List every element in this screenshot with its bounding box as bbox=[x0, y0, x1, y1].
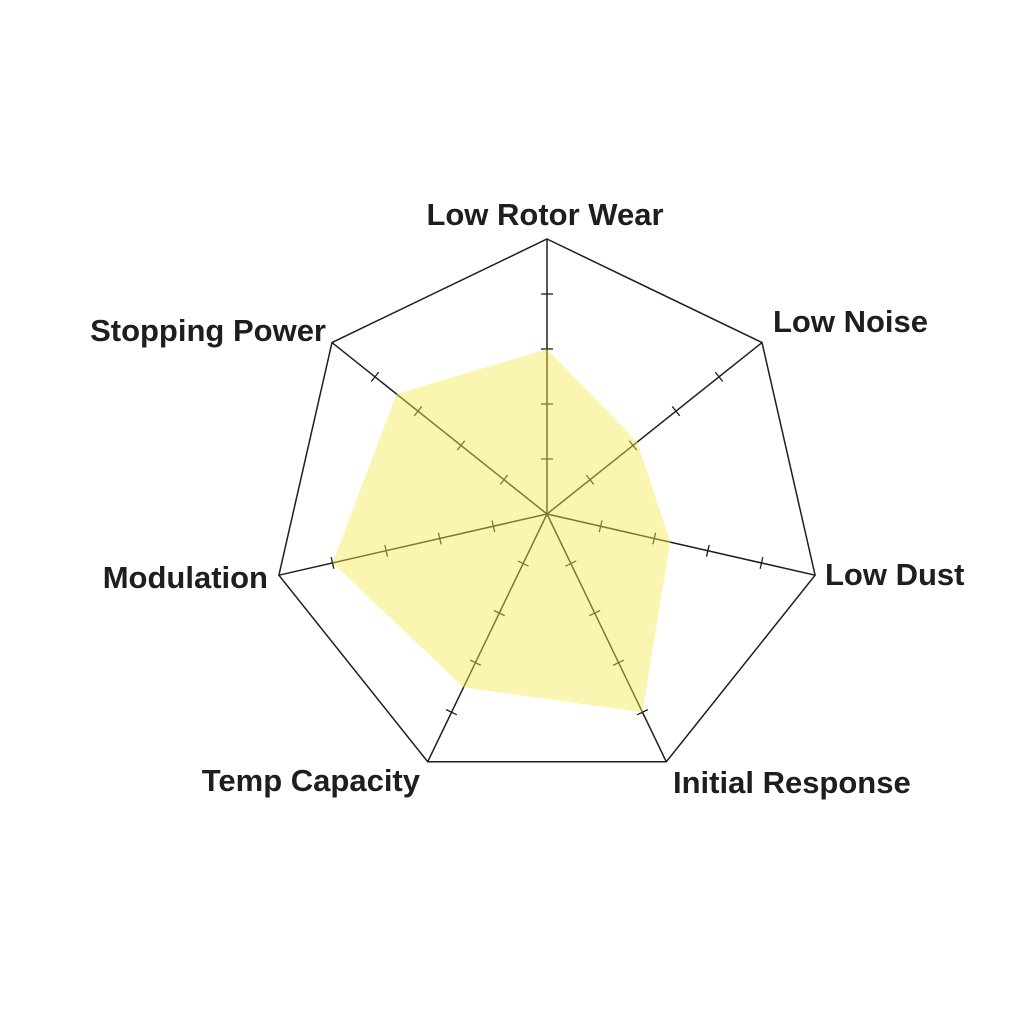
axis-label: Low Rotor Wear bbox=[426, 197, 663, 232]
axis-label: Initial Response bbox=[673, 765, 911, 800]
axis-tick bbox=[330, 556, 335, 569]
axis-label: Low Dust bbox=[825, 557, 965, 592]
axis-tick bbox=[491, 520, 496, 533]
axis-spoke bbox=[546, 513, 816, 576]
axis-spoke bbox=[278, 513, 548, 576]
axis-tick bbox=[636, 709, 649, 716]
axis-spoke bbox=[546, 513, 667, 763]
axis-tick bbox=[413, 406, 423, 417]
axis-label: Low Noise bbox=[773, 304, 928, 339]
axis-tick bbox=[671, 406, 681, 417]
axis-tick bbox=[437, 532, 442, 545]
axis-tick bbox=[384, 544, 389, 557]
axis-tick bbox=[499, 474, 509, 485]
series-area bbox=[332, 349, 671, 713]
axis-spoke bbox=[331, 341, 548, 515]
axis-tick bbox=[445, 709, 458, 716]
axis-tick bbox=[714, 371, 724, 382]
axis-label: Temp Capacity bbox=[202, 763, 421, 798]
axis-tick bbox=[628, 440, 638, 451]
axis-tick bbox=[493, 609, 505, 617]
axis-tick bbox=[612, 659, 625, 666]
axis-tick bbox=[456, 440, 466, 451]
axis-spoke bbox=[546, 341, 763, 515]
axis-tick bbox=[565, 560, 577, 567]
axis-tick bbox=[469, 659, 482, 666]
axis-tick bbox=[585, 474, 595, 485]
outer-grid-polygon bbox=[278, 238, 816, 763]
axis-label: Stopping Power bbox=[90, 313, 326, 348]
axis-tick bbox=[652, 532, 657, 545]
axis-label: Modulation bbox=[103, 560, 268, 595]
axis-tick bbox=[598, 520, 603, 533]
axis-tick bbox=[517, 560, 529, 567]
axis-spoke bbox=[427, 513, 548, 763]
axis-tick bbox=[370, 371, 380, 382]
axis-tick bbox=[759, 556, 764, 569]
axis-tick bbox=[705, 544, 710, 557]
axis-tick bbox=[589, 609, 601, 617]
